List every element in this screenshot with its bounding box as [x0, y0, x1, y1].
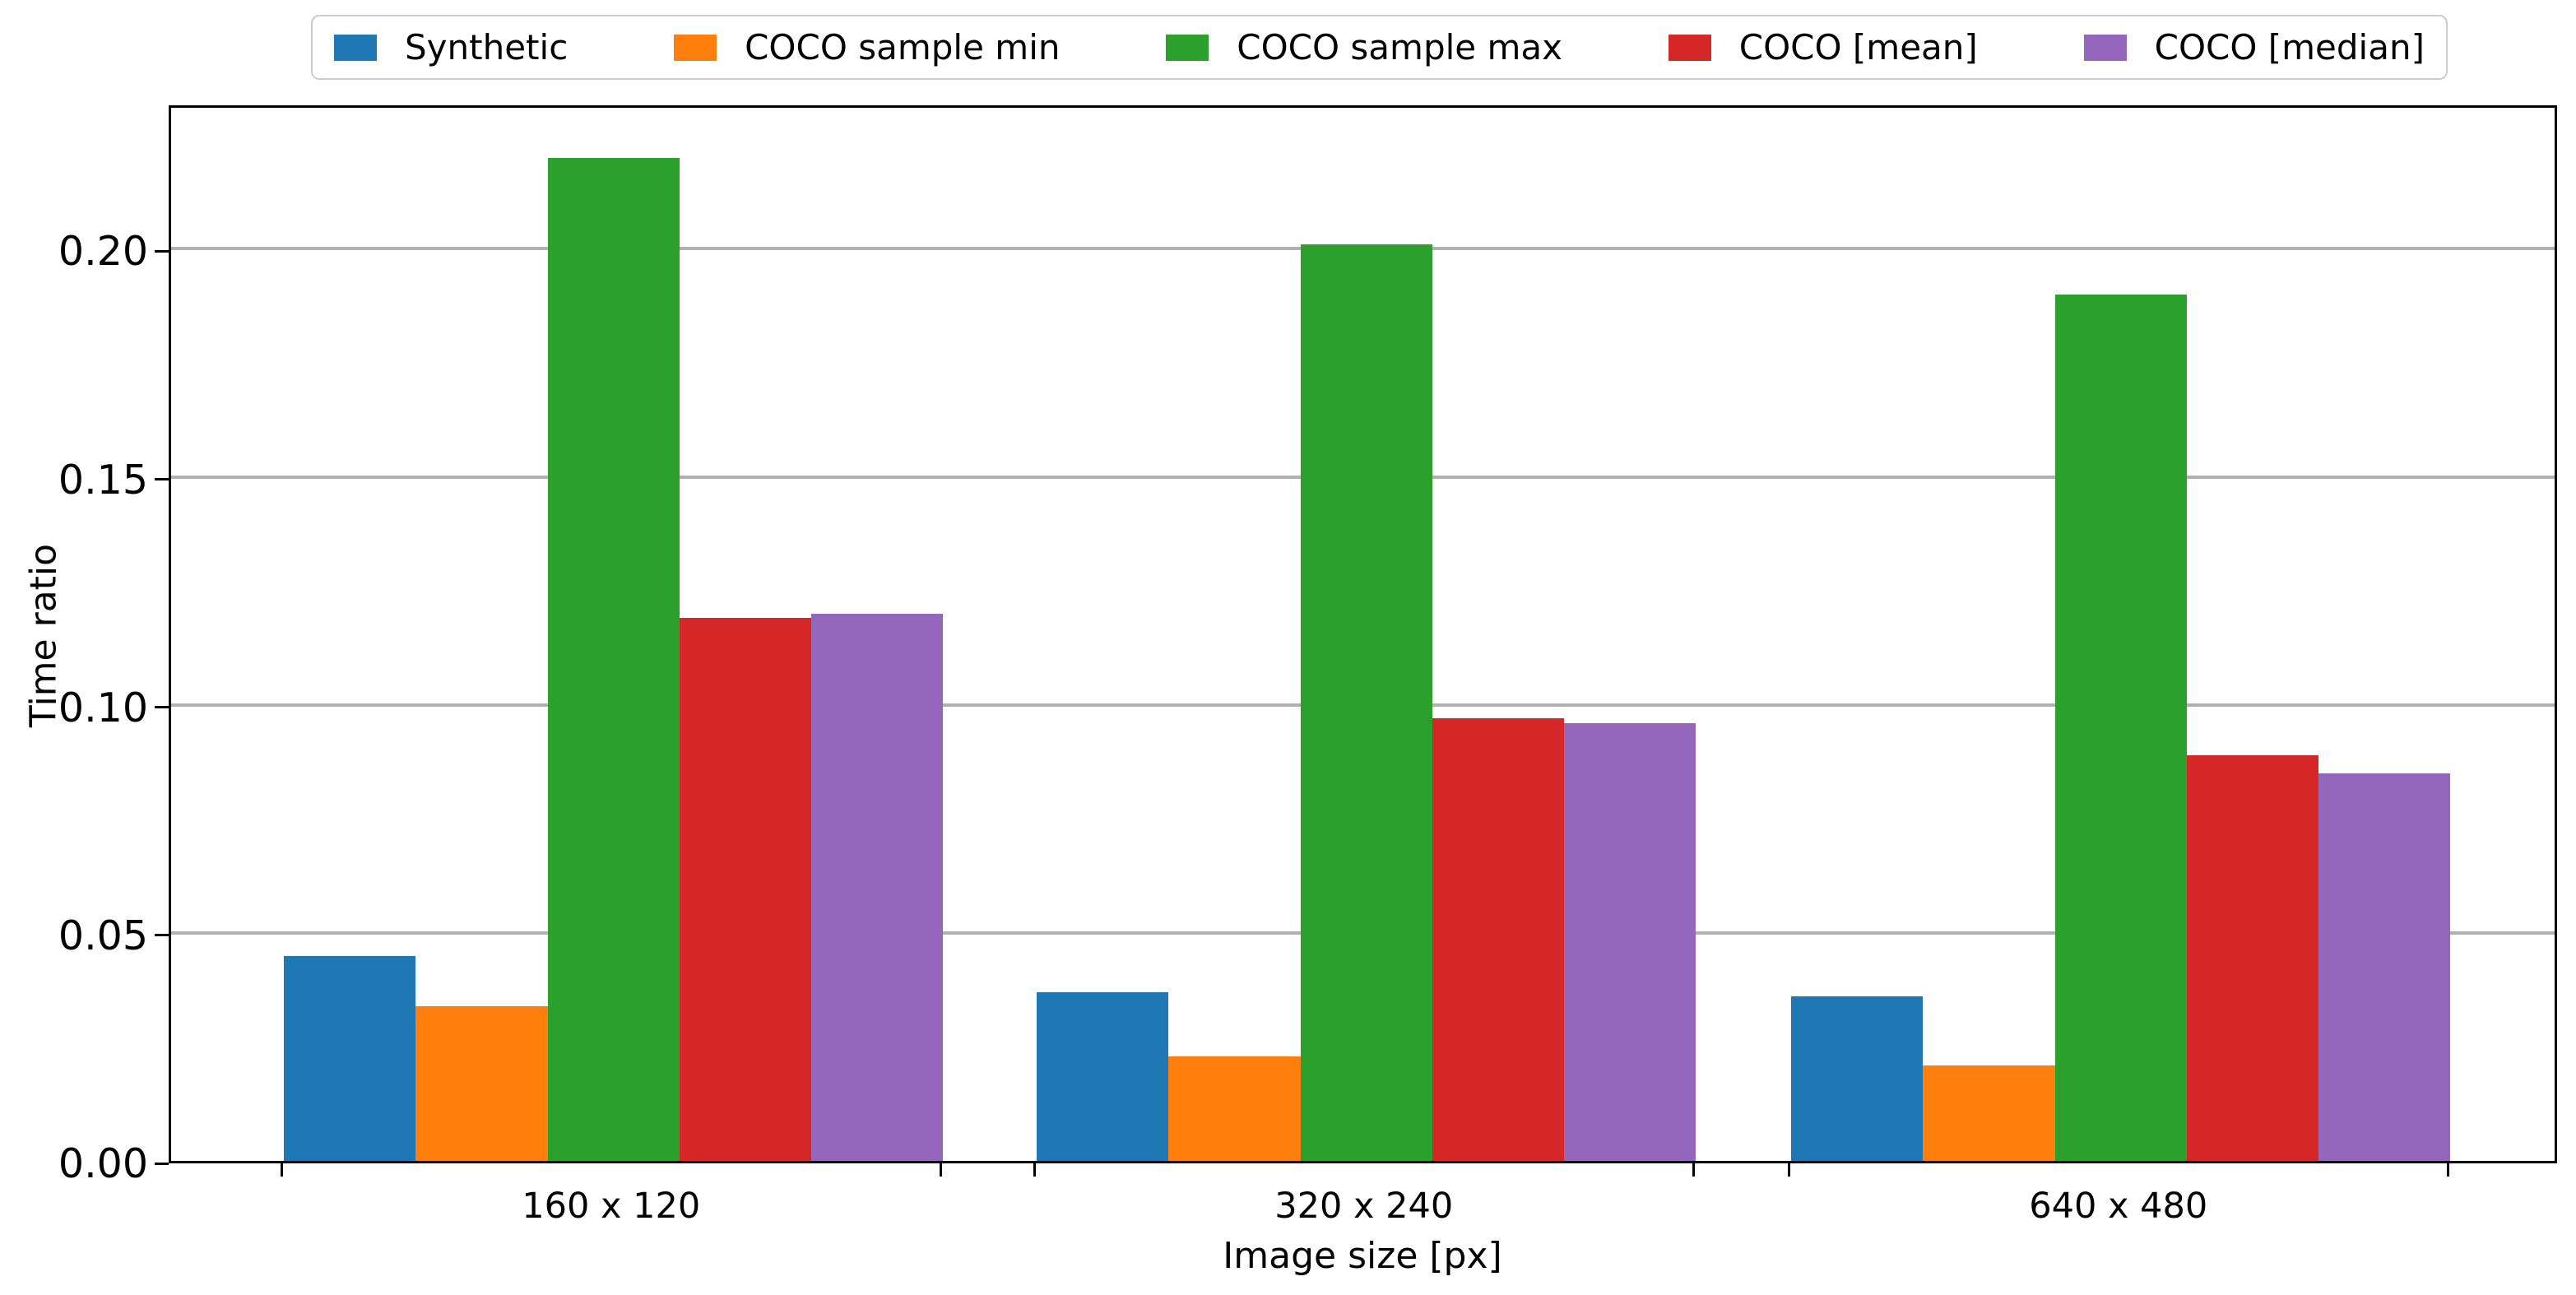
bar-synthetic-160-x-120: [284, 955, 416, 1161]
x-tick-mark-320-x-240-right: [1692, 1163, 1695, 1177]
bar-coco-sample-max-160-x-120: [547, 157, 680, 1161]
x-tick-label-160-x-120: 160 x 120: [522, 1186, 701, 1227]
legend-label-coco-mean: COCO [mean]: [1738, 26, 1978, 67]
bar-coco-sample-max-640-x-480: [2054, 294, 2187, 1161]
bar-coco-median-640-x-480: [2318, 773, 2451, 1161]
y-tick-mark-0.00: [155, 1162, 169, 1165]
y-tick-mark-0.20: [155, 249, 169, 253]
x-tick-mark-640-x-480-left: [1787, 1163, 1790, 1177]
y-tick-label-0.05: 0.05: [58, 912, 148, 959]
legend-item-coco-mean: COCO [mean]: [1668, 26, 1978, 67]
y-tick-mark-0.05: [155, 934, 169, 937]
x-axis-label: Image size [px]: [1223, 1235, 1502, 1277]
legend-item-coco-sample-min: COCO sample min: [674, 30, 1060, 65]
legend-item-synthetic: Synthetic: [334, 30, 568, 65]
legend-label-coco-median: COCO [median]: [2154, 26, 2425, 67]
y-tick-label-0.15: 0.15: [58, 456, 148, 504]
x-tick-mark-640-x-480-right: [2447, 1163, 2449, 1177]
legend-label-coco-sample-max: COCO sample max: [1237, 26, 1562, 67]
y-axis-label: Time ratio: [22, 543, 65, 728]
bar-coco-sample-max-320-x-240: [1300, 244, 1432, 1161]
chart-legend: Synthetic COCO sample min COCO sample max C…: [311, 15, 2448, 80]
legend-swatch-coco-sample-min: [674, 34, 717, 61]
bar-coco-median-160-x-120: [811, 613, 944, 1161]
y-tick-mark-0.15: [155, 478, 169, 481]
bar-coco-median-320-x-240: [1564, 722, 1696, 1161]
x-tick-mark-160-x-120-right: [940, 1163, 942, 1177]
bar-synthetic-640-x-480: [1791, 996, 1924, 1161]
bar-coco-sample-min-320-x-240: [1168, 1056, 1301, 1161]
bar-coco-mean-160-x-120: [679, 618, 812, 1161]
legend-swatch-synthetic: [334, 34, 377, 61]
legend-label-synthetic: Synthetic: [405, 26, 569, 67]
x-tick-label-640-x-480: 640 x 480: [2029, 1186, 2208, 1227]
legend-swatch-coco-sample-max: [1166, 34, 1209, 61]
bar-synthetic-320-x-240: [1037, 991, 1169, 1161]
x-tick-mark-160-x-120-left: [280, 1163, 283, 1177]
bar-coco-mean-640-x-480: [2186, 754, 2319, 1161]
legend-label-coco-sample-min: COCO sample min: [745, 26, 1061, 67]
y-tick-mark-0.10: [155, 706, 169, 709]
bar-coco-mean-320-x-240: [1432, 718, 1565, 1161]
y-tick-label-0.00: 0.00: [58, 1140, 148, 1187]
x-tick-label-320-x-240: 320 x 240: [1274, 1186, 1454, 1227]
y-tick-label-0.10: 0.10: [58, 684, 148, 731]
legend-item-coco-sample-max: COCO sample max: [1166, 30, 1562, 65]
legend-swatch-coco-mean: [1668, 34, 1711, 61]
x-tick-mark-320-x-240-left: [1033, 1163, 1036, 1177]
bar-coco-sample-min-160-x-120: [415, 1005, 548, 1161]
bar-coco-sample-min-640-x-480: [1923, 1065, 2055, 1161]
plot-area: [169, 105, 2557, 1163]
legend-item-coco-median: COCO [median]: [2083, 26, 2425, 67]
y-tick-label-0.20: 0.20: [58, 228, 148, 276]
legend-swatch-coco-median: [2083, 34, 2127, 61]
